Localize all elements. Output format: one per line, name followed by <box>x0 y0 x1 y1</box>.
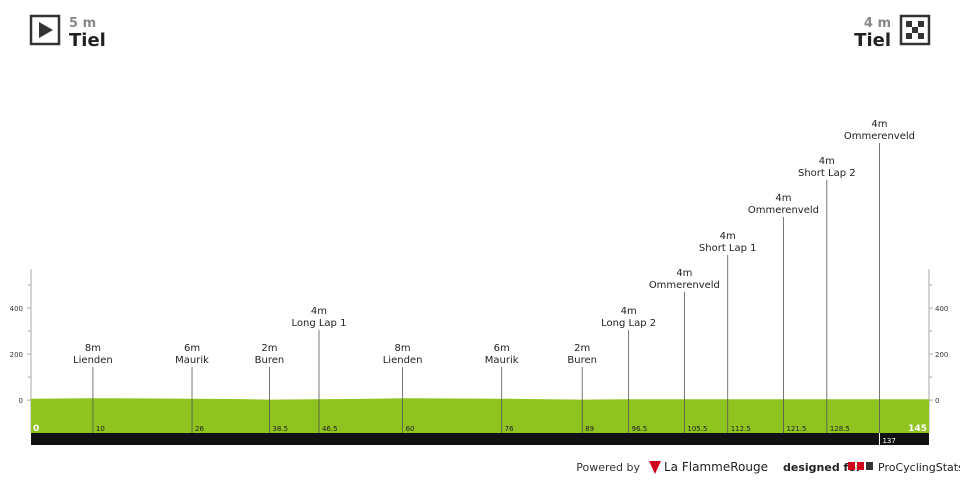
waypoint-elevation: 4m <box>775 193 791 204</box>
waypoint-elevation: 6m <box>184 343 200 354</box>
waypoint-name: Lienden <box>383 355 423 366</box>
start-icon <box>29 14 61 46</box>
start-name: Tiel <box>69 30 106 51</box>
site-logo <box>857 462 864 470</box>
waypoint-name: Maurik <box>175 355 209 366</box>
waypoint-km: 96.5 <box>632 425 648 433</box>
waypoint-elevation: 4m <box>621 306 637 317</box>
waypoint-km: 10 <box>96 425 105 433</box>
waypoint-km: 89 <box>585 425 594 433</box>
waypoint-km: 128.5 <box>830 425 850 433</box>
designed-for: designed for <box>783 461 862 474</box>
brand-logo <box>649 461 661 474</box>
distance-bar <box>31 433 929 445</box>
end-km: 145 <box>908 424 927 434</box>
waypoint-km: 26 <box>195 425 204 433</box>
waypoint-elevation: 2m <box>261 343 277 354</box>
waypoint-elevation: 6m <box>494 343 510 354</box>
powered-by: Powered by <box>576 461 640 474</box>
finish-elevation: 4 m <box>864 16 891 31</box>
waypoint-name: Ommerenveld <box>649 280 720 291</box>
y-tick-label: 200 <box>10 351 23 359</box>
brand: La FlammeRouge <box>664 460 768 474</box>
waypoint-km: 38.5 <box>272 425 288 433</box>
waypoint-elevation: 4m <box>720 231 736 242</box>
waypoint-km: 112.5 <box>731 425 751 433</box>
profile-area <box>31 398 929 433</box>
finish-name: Tiel <box>854 30 891 51</box>
site-logo <box>848 462 855 470</box>
waypoint-elevation: 8m <box>85 343 101 354</box>
start-km: 0 <box>33 424 39 434</box>
waypoint-name: Ommerenveld <box>748 205 819 216</box>
finish-icon-flag <box>906 21 924 39</box>
waypoint-elevation: 4m <box>676 268 692 279</box>
waypoint-km: 105.5 <box>687 425 707 433</box>
waypoint-elevation: 2m <box>574 343 590 354</box>
y-tick-label: 0 <box>935 397 939 405</box>
waypoint-km: 60 <box>406 425 415 433</box>
start-icon-arrow <box>39 22 53 38</box>
waypoint-elevation: 8m <box>395 343 411 354</box>
y-tick-label: 200 <box>935 351 948 359</box>
y-tick-label: 400 <box>935 305 948 313</box>
y-tick-label: 0 <box>19 397 23 405</box>
y-tick-label: 400 <box>10 305 23 313</box>
waypoint-elevation: 4m <box>819 156 835 167</box>
waypoint-name: Lienden <box>73 355 113 366</box>
waypoint-km: 76 <box>505 425 514 433</box>
finish-icon <box>899 14 931 46</box>
site: ProCyclingStats <box>878 461 960 474</box>
waypoint-elevation: 4m <box>871 119 887 130</box>
waypoint-name: Buren <box>567 355 597 366</box>
waypoint-name: Short Lap 1 <box>699 243 757 254</box>
start-elevation: 5 m <box>69 16 96 31</box>
waypoint-name: Buren <box>255 355 285 366</box>
waypoint-name: Ommerenveld <box>844 131 915 142</box>
marker-km: 137 <box>882 437 895 445</box>
waypoint-km: 46.5 <box>322 425 338 433</box>
site-logo <box>866 462 873 470</box>
waypoint-km: 121.5 <box>786 425 806 433</box>
waypoint-name: Long Lap 1 <box>291 318 346 329</box>
waypoint-elevation: 4m <box>311 306 327 317</box>
waypoint-name: Long Lap 2 <box>601 318 656 329</box>
waypoint-name: Short Lap 2 <box>798 168 856 179</box>
waypoint-name: Maurik <box>485 355 519 366</box>
